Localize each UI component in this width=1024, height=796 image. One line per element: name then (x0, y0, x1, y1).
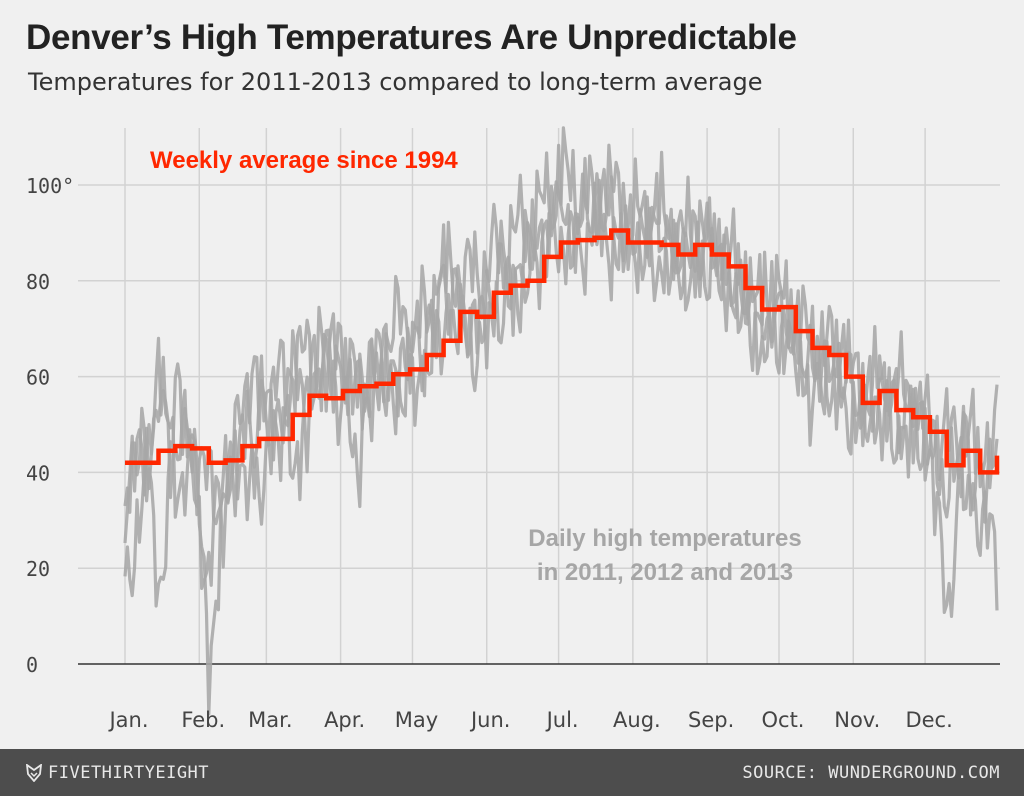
x-tick-label: Jan. (107, 708, 148, 732)
annotation-daily-line-2: in 2011, 2012 and 2013 (537, 559, 793, 586)
y-tick-label: 0 (26, 653, 38, 677)
x-tick-label: Mar. (248, 708, 292, 732)
y-tick-label: 20 (26, 557, 50, 581)
label-layer: Weekly average since 1994 Daily high tem… (26, 147, 953, 732)
source-credit: SOURCE: WUNDERGROUND.COM (742, 763, 1000, 783)
average-series-layer (125, 228, 1000, 475)
annotation-daily-line-1: Daily high temperatures (528, 525, 801, 552)
y-tick-label: 100° (26, 174, 74, 198)
daily-series-layer (123, 126, 999, 716)
y-tick-label: 40 (26, 461, 50, 485)
x-tick-label: Jun. (469, 708, 511, 732)
x-tick-label: Oct. (762, 708, 805, 732)
weekly-average-line (125, 228, 1000, 475)
daily-high-series-2012 (123, 126, 999, 569)
y-tick-label: 60 (26, 366, 50, 390)
chart-subtitle: Temperatures for 2011-2013 compared to l… (28, 68, 763, 96)
x-tick-label: Nov. (834, 708, 880, 732)
daily-high-series-2013 (123, 172, 999, 598)
temperature-chart: Weekly average since 1994 Daily high tem… (26, 126, 1000, 732)
fox-icon (26, 764, 42, 782)
x-tick-label: May (395, 708, 438, 732)
brand-name: FIVETHIRTYEIGHT (48, 763, 210, 783)
footer-bar: FIVETHIRTYEIGHT SOURCE: WUNDERGROUND.COM (0, 749, 1024, 796)
y-tick-label: 80 (26, 270, 50, 294)
x-tick-label: Dec. (905, 708, 952, 732)
annotation-weekly-average: Weekly average since 1994 (150, 147, 458, 174)
chart-title: Denver’s High Temperatures Are Unpredict… (26, 18, 797, 57)
brand: FIVETHIRTYEIGHT (26, 763, 209, 783)
x-tick-label: Aug. (613, 708, 661, 732)
x-tick-label: Sep. (688, 708, 734, 732)
x-tick-label: Jul. (545, 708, 579, 732)
x-tick-label: Feb. (181, 708, 225, 732)
x-tick-label: Apr. (324, 708, 365, 732)
